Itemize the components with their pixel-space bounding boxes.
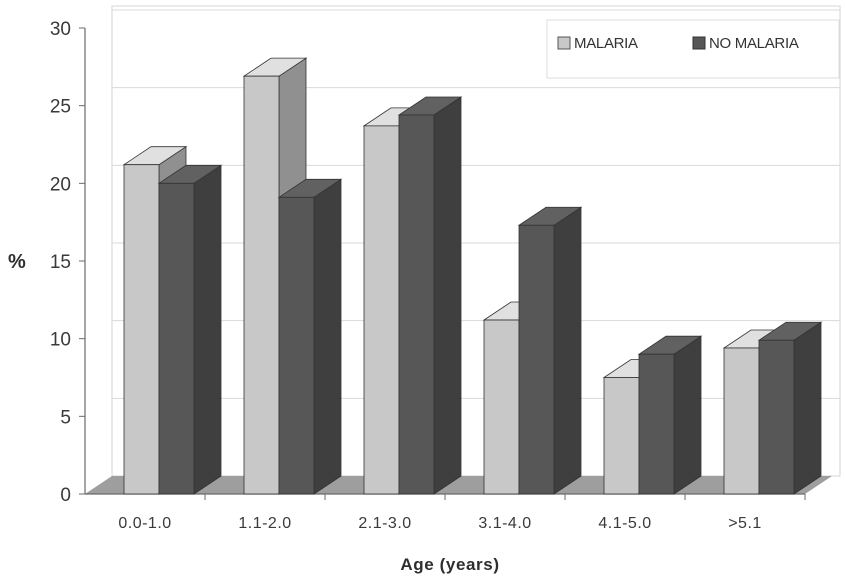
bars (122, 57, 823, 495)
x-axis-ticks: 0.0-1.0 1.1-2.0 2.1-3.0 3.1-4.0 4.1-5.0 >5.1 (118, 494, 806, 532)
bar-no-malaria-3 (517, 206, 583, 495)
bar-front-face (398, 114, 435, 495)
x-tick-label: >5.1 (728, 515, 762, 532)
bar-front-face (483, 319, 520, 495)
bar-no-malaria-4 (637, 335, 703, 495)
y-tick-label: 20 (50, 174, 71, 195)
x-tick-label: 3.1-4.0 (478, 515, 531, 532)
y-axis-title: % (8, 251, 26, 273)
legend-swatch-no-malaria (692, 36, 706, 50)
plot-back-wall (111, 5, 841, 477)
bar-side-face (193, 164, 222, 495)
bar-front-face (123, 164, 160, 495)
bar-front-face (758, 339, 795, 495)
bar-front-face (363, 125, 400, 495)
bar-side-face (313, 178, 342, 495)
x-tick-label: 0.0-1.0 (118, 515, 171, 532)
x-axis-title: Age (years) (400, 555, 499, 574)
y-tick-label: 10 (50, 330, 71, 351)
bar-front-face (278, 196, 315, 495)
bar-side-face (433, 96, 462, 495)
bar-front-face (638, 353, 675, 495)
bar-side-face (793, 321, 822, 495)
bar-front-face (603, 377, 640, 495)
y-axis-ticks: 0 5 10 15 20 25 30 (50, 19, 85, 506)
bar-front-face (723, 347, 760, 495)
gridlines (112, 9, 840, 399)
y-tick-label: 15 (50, 252, 71, 273)
x-tick-label: 2.1-3.0 (358, 515, 411, 532)
y-tick-label: 0 (60, 485, 71, 506)
bar-no-malaria-5 (757, 321, 823, 495)
legend-label-no-malaria: NO MALARIA (709, 35, 799, 52)
bar-no-malaria-2 (397, 96, 463, 495)
bar-front-face (243, 75, 280, 495)
y-tick-label: 25 (50, 97, 71, 118)
bar-side-face (673, 335, 702, 495)
x-tick-label: 4.1-5.0 (598, 515, 651, 532)
bar-no-malaria-1 (277, 178, 343, 495)
y-tick-label: 5 (60, 407, 71, 428)
bar-front-face (518, 224, 555, 495)
legend-label-malaria: MALARIA (574, 35, 638, 52)
x-tick-label: 1.1-2.0 (238, 515, 291, 532)
bar-side-face (553, 206, 582, 495)
bar-no-malaria-0 (157, 164, 223, 495)
bar-front-face (158, 182, 195, 495)
y-tick-label: 30 (50, 19, 71, 40)
legend: MALARIA NO MALARIA (546, 19, 840, 79)
legend-swatch-malaria (557, 36, 571, 50)
